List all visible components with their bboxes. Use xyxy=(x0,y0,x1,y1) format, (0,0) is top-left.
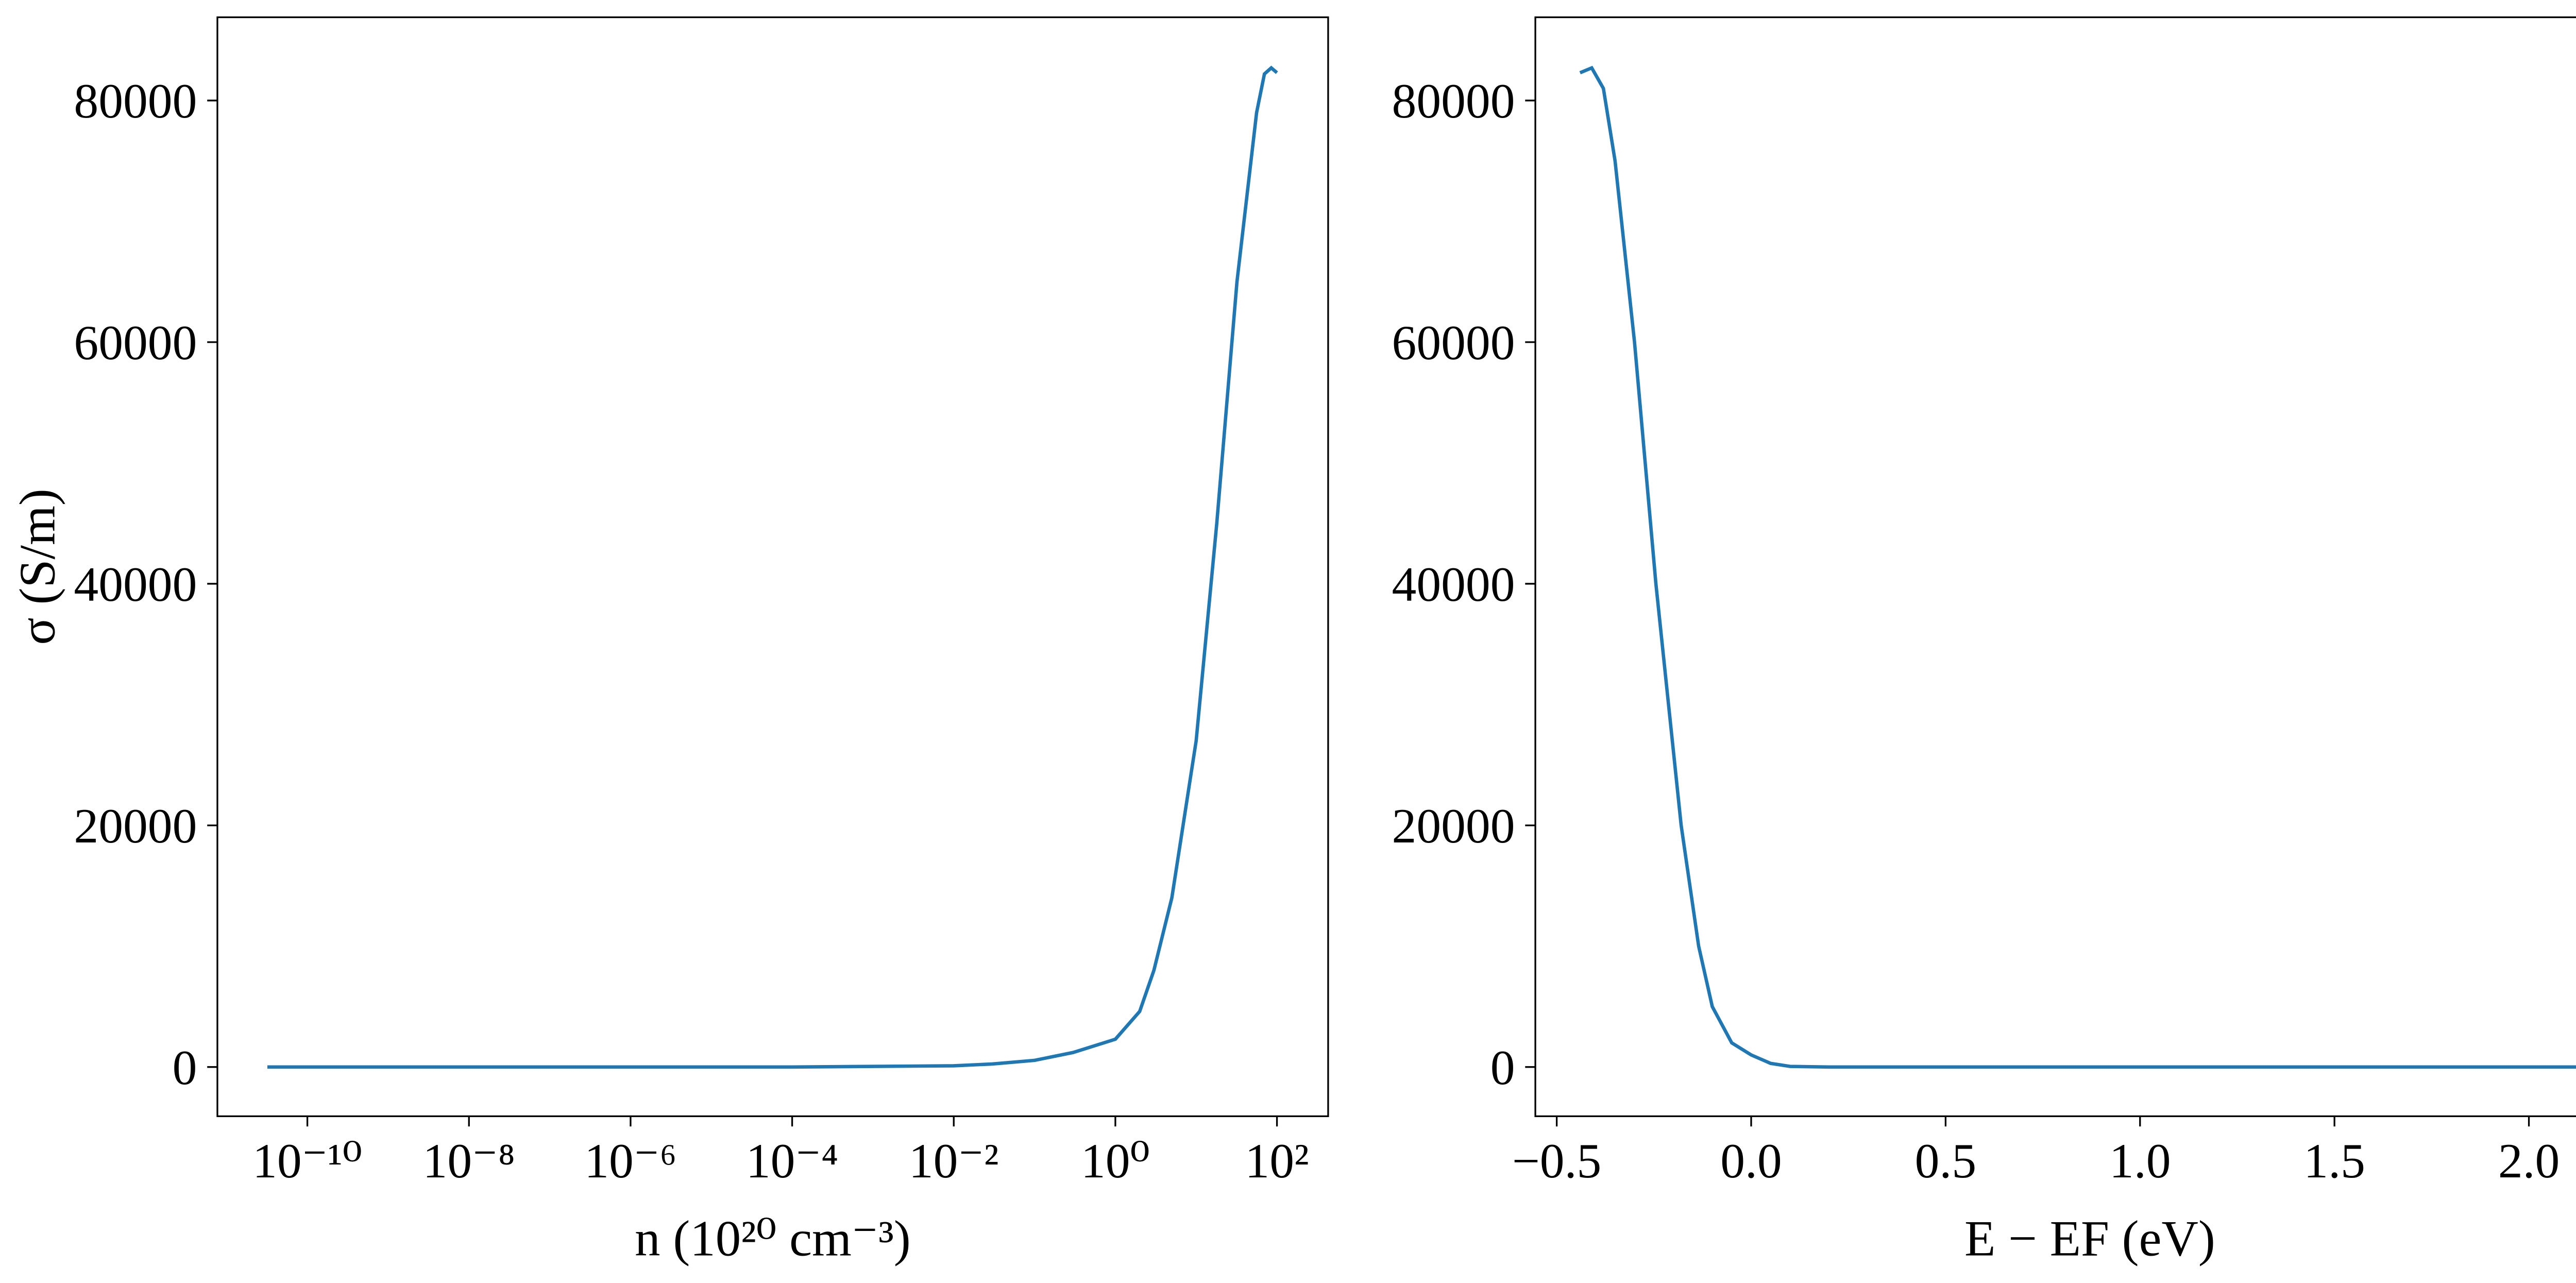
plot-frame xyxy=(216,16,1329,1118)
x-tick-label: 10⁻⁴ xyxy=(746,1134,838,1188)
y-tick-label: 80000 xyxy=(74,74,197,128)
x-axis-label: E − EF (eV) xyxy=(1964,1211,2215,1267)
data-line xyxy=(267,65,1278,1069)
x-tick-label: 10⁻⁶ xyxy=(584,1134,676,1188)
y-tick-label: 60000 xyxy=(1392,315,1515,370)
x-tick-label: 10⁻² xyxy=(909,1134,999,1188)
y-axis-label: σ (S/m) xyxy=(9,488,65,645)
y-tick-label: 0 xyxy=(173,1040,197,1095)
y-tick-label: 40000 xyxy=(74,557,197,612)
x-axis-label: n (10²⁰ cm⁻³) xyxy=(635,1211,911,1267)
x-tick-label: 10⁻⁸ xyxy=(423,1134,515,1188)
y-tick-label: 20000 xyxy=(74,799,197,853)
data-line xyxy=(1579,65,2576,1069)
x-tick-label: 10⁻¹⁰ xyxy=(252,1134,362,1188)
y-tick-label: 60000 xyxy=(74,315,197,370)
x-tick-label: 1.5 xyxy=(2303,1134,2365,1188)
x-tick-label: −0.5 xyxy=(1512,1134,1601,1188)
y-tick-label: 0 xyxy=(1490,1040,1515,1095)
x-tick-label: 0.5 xyxy=(1915,1134,1977,1188)
y-tick-label: 40000 xyxy=(1392,557,1515,612)
x-tick-label: 2.0 xyxy=(2498,1134,2560,1188)
x-tick-label: 10⁰ xyxy=(1081,1134,1150,1188)
plot-frame xyxy=(1534,16,2576,1118)
x-tick-label: 0.0 xyxy=(1720,1134,1782,1188)
x-tick-label: 10² xyxy=(1245,1134,1309,1188)
y-tick-label: 80000 xyxy=(1392,74,1515,128)
x-tick-label: 1.0 xyxy=(2109,1134,2171,1188)
y-tick-label: 20000 xyxy=(1392,799,1515,853)
